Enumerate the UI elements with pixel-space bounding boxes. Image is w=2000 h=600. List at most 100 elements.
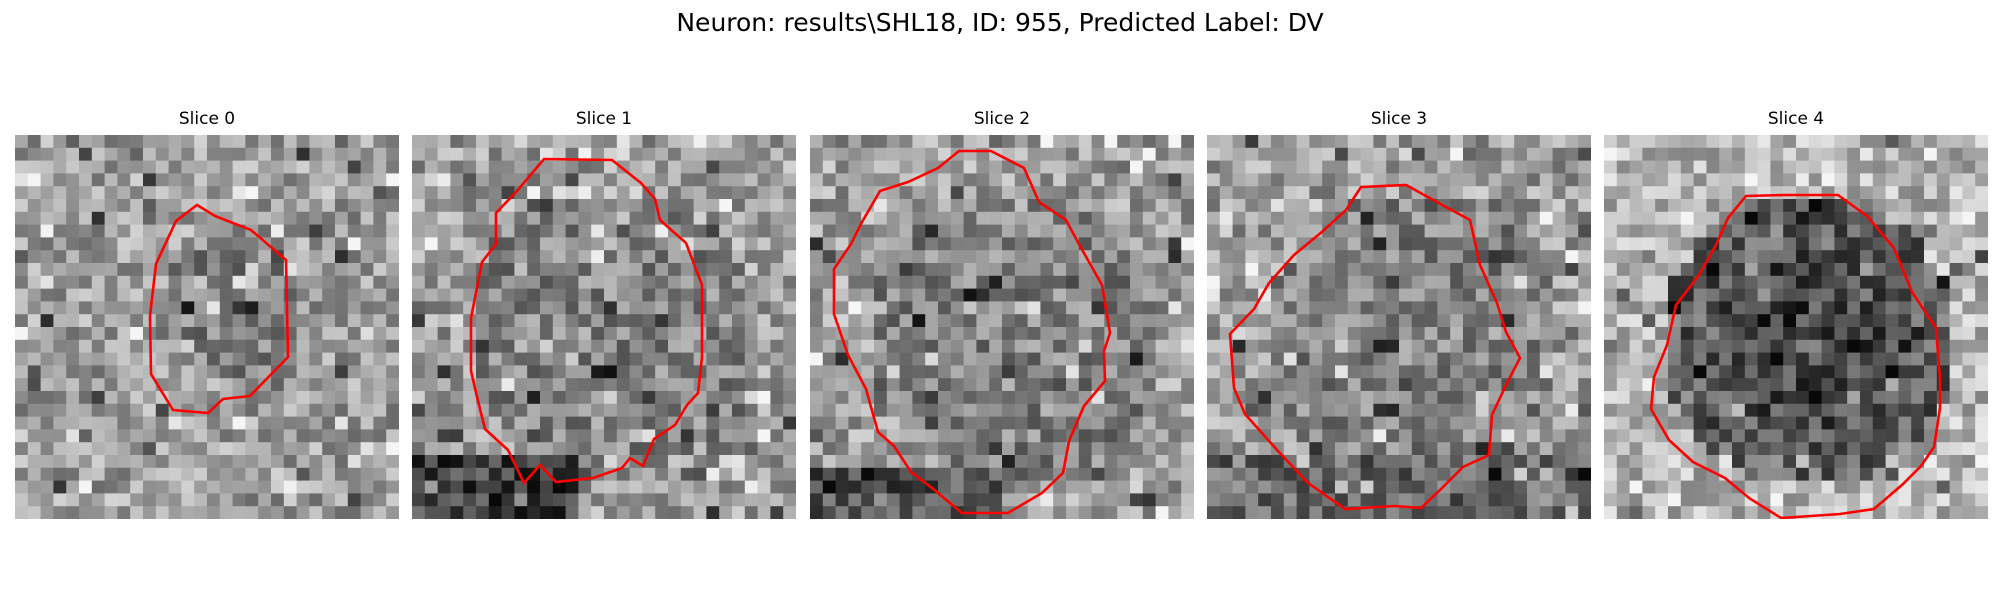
image-pixel [732, 263, 745, 276]
image-pixel [1092, 135, 1105, 148]
image-pixel [900, 404, 913, 417]
image-pixel [1322, 442, 1335, 455]
image-pixel [1425, 327, 1438, 340]
image-pixel [181, 135, 194, 148]
image-pixel [514, 135, 527, 148]
image-pixel [1642, 237, 1655, 250]
image-pixel [1694, 353, 1707, 366]
image-pixel [53, 289, 66, 302]
image-pixel [194, 493, 207, 506]
image-pixel [1207, 289, 1220, 302]
image-pixel [425, 212, 438, 225]
image-pixel [1297, 148, 1310, 161]
image-pixel [887, 455, 900, 468]
image-pixel [1975, 506, 1988, 519]
image-pixel [976, 391, 989, 404]
image-pixel [604, 327, 617, 340]
image-pixel [694, 429, 707, 442]
image-pixel [1758, 327, 1771, 340]
image-pixel [438, 289, 451, 302]
image-pixel [1489, 455, 1502, 468]
image-pixel [1898, 173, 1911, 186]
image-pixel [66, 212, 79, 225]
image-pixel [412, 135, 425, 148]
image-pixel [1770, 481, 1783, 494]
image-pixel [1527, 340, 1540, 353]
image-pixel [450, 314, 463, 327]
image-pixel [1950, 314, 1963, 327]
image-pixel [79, 353, 92, 366]
image-pixel [681, 378, 694, 391]
image-pixel [1565, 404, 1578, 417]
image-pixel [1681, 493, 1694, 506]
image-pixel [502, 391, 515, 404]
image-pixel [373, 289, 386, 302]
image-pixel [386, 481, 399, 494]
image-pixel [1028, 506, 1041, 519]
image-pixel [745, 353, 758, 366]
image-pixel [1617, 493, 1630, 506]
image-pixel [1002, 250, 1015, 263]
image-pixel [1233, 263, 1246, 276]
image-pixel [1578, 314, 1591, 327]
image-pixel [1309, 173, 1322, 186]
image-pixel [1911, 237, 1924, 250]
image-pixel [245, 404, 258, 417]
image-pixel [900, 417, 913, 430]
image-pixel [668, 263, 681, 276]
image-pixel [566, 378, 579, 391]
image-pixel [566, 173, 579, 186]
image-pixel [1412, 327, 1425, 340]
image-pixel [758, 186, 771, 199]
image-pixel [1694, 289, 1707, 302]
image-pixel [1962, 186, 1975, 199]
image-pixel [976, 365, 989, 378]
image-pixel [1348, 493, 1361, 506]
image-pixel [1514, 391, 1527, 404]
image-pixel [642, 276, 655, 289]
image-pixel [322, 225, 335, 238]
image-pixel [1873, 442, 1886, 455]
image-pixel [450, 455, 463, 468]
image-pixel [745, 148, 758, 161]
image-pixel [1156, 404, 1169, 417]
image-pixel [15, 327, 28, 340]
image-pixel [130, 173, 143, 186]
image-pixel [1489, 237, 1502, 250]
image-pixel [1822, 378, 1835, 391]
image-pixel [1245, 429, 1258, 442]
image-pixel [951, 340, 964, 353]
image-pixel [15, 429, 28, 442]
image-pixel [1104, 161, 1117, 174]
image-pixel [1040, 276, 1053, 289]
image-pixel [1335, 225, 1348, 238]
slice-0-pixel-grid [15, 135, 399, 519]
image-pixel [1399, 276, 1412, 289]
image-pixel [1399, 455, 1412, 468]
image-pixel [245, 481, 258, 494]
image-pixel [284, 186, 297, 199]
image-pixel [578, 135, 591, 148]
image-pixel [15, 225, 28, 238]
image-pixel [386, 186, 399, 199]
image-pixel [450, 404, 463, 417]
image-pixel [425, 506, 438, 519]
image-pixel [15, 301, 28, 314]
image-pixel [1809, 250, 1822, 263]
image-pixel [322, 417, 335, 430]
image-pixel [1553, 186, 1566, 199]
image-pixel [1540, 314, 1553, 327]
image-pixel [1617, 135, 1630, 148]
image-pixel [425, 250, 438, 263]
image-pixel [1578, 250, 1591, 263]
image-pixel [258, 391, 271, 404]
image-pixel [412, 455, 425, 468]
image-pixel [1770, 314, 1783, 327]
image-pixel [770, 455, 783, 468]
image-pixel [1258, 404, 1271, 417]
image-pixel [1463, 148, 1476, 161]
image-pixel [1770, 327, 1783, 340]
image-pixel [874, 506, 887, 519]
image-pixel [130, 161, 143, 174]
image-pixel [1886, 186, 1899, 199]
